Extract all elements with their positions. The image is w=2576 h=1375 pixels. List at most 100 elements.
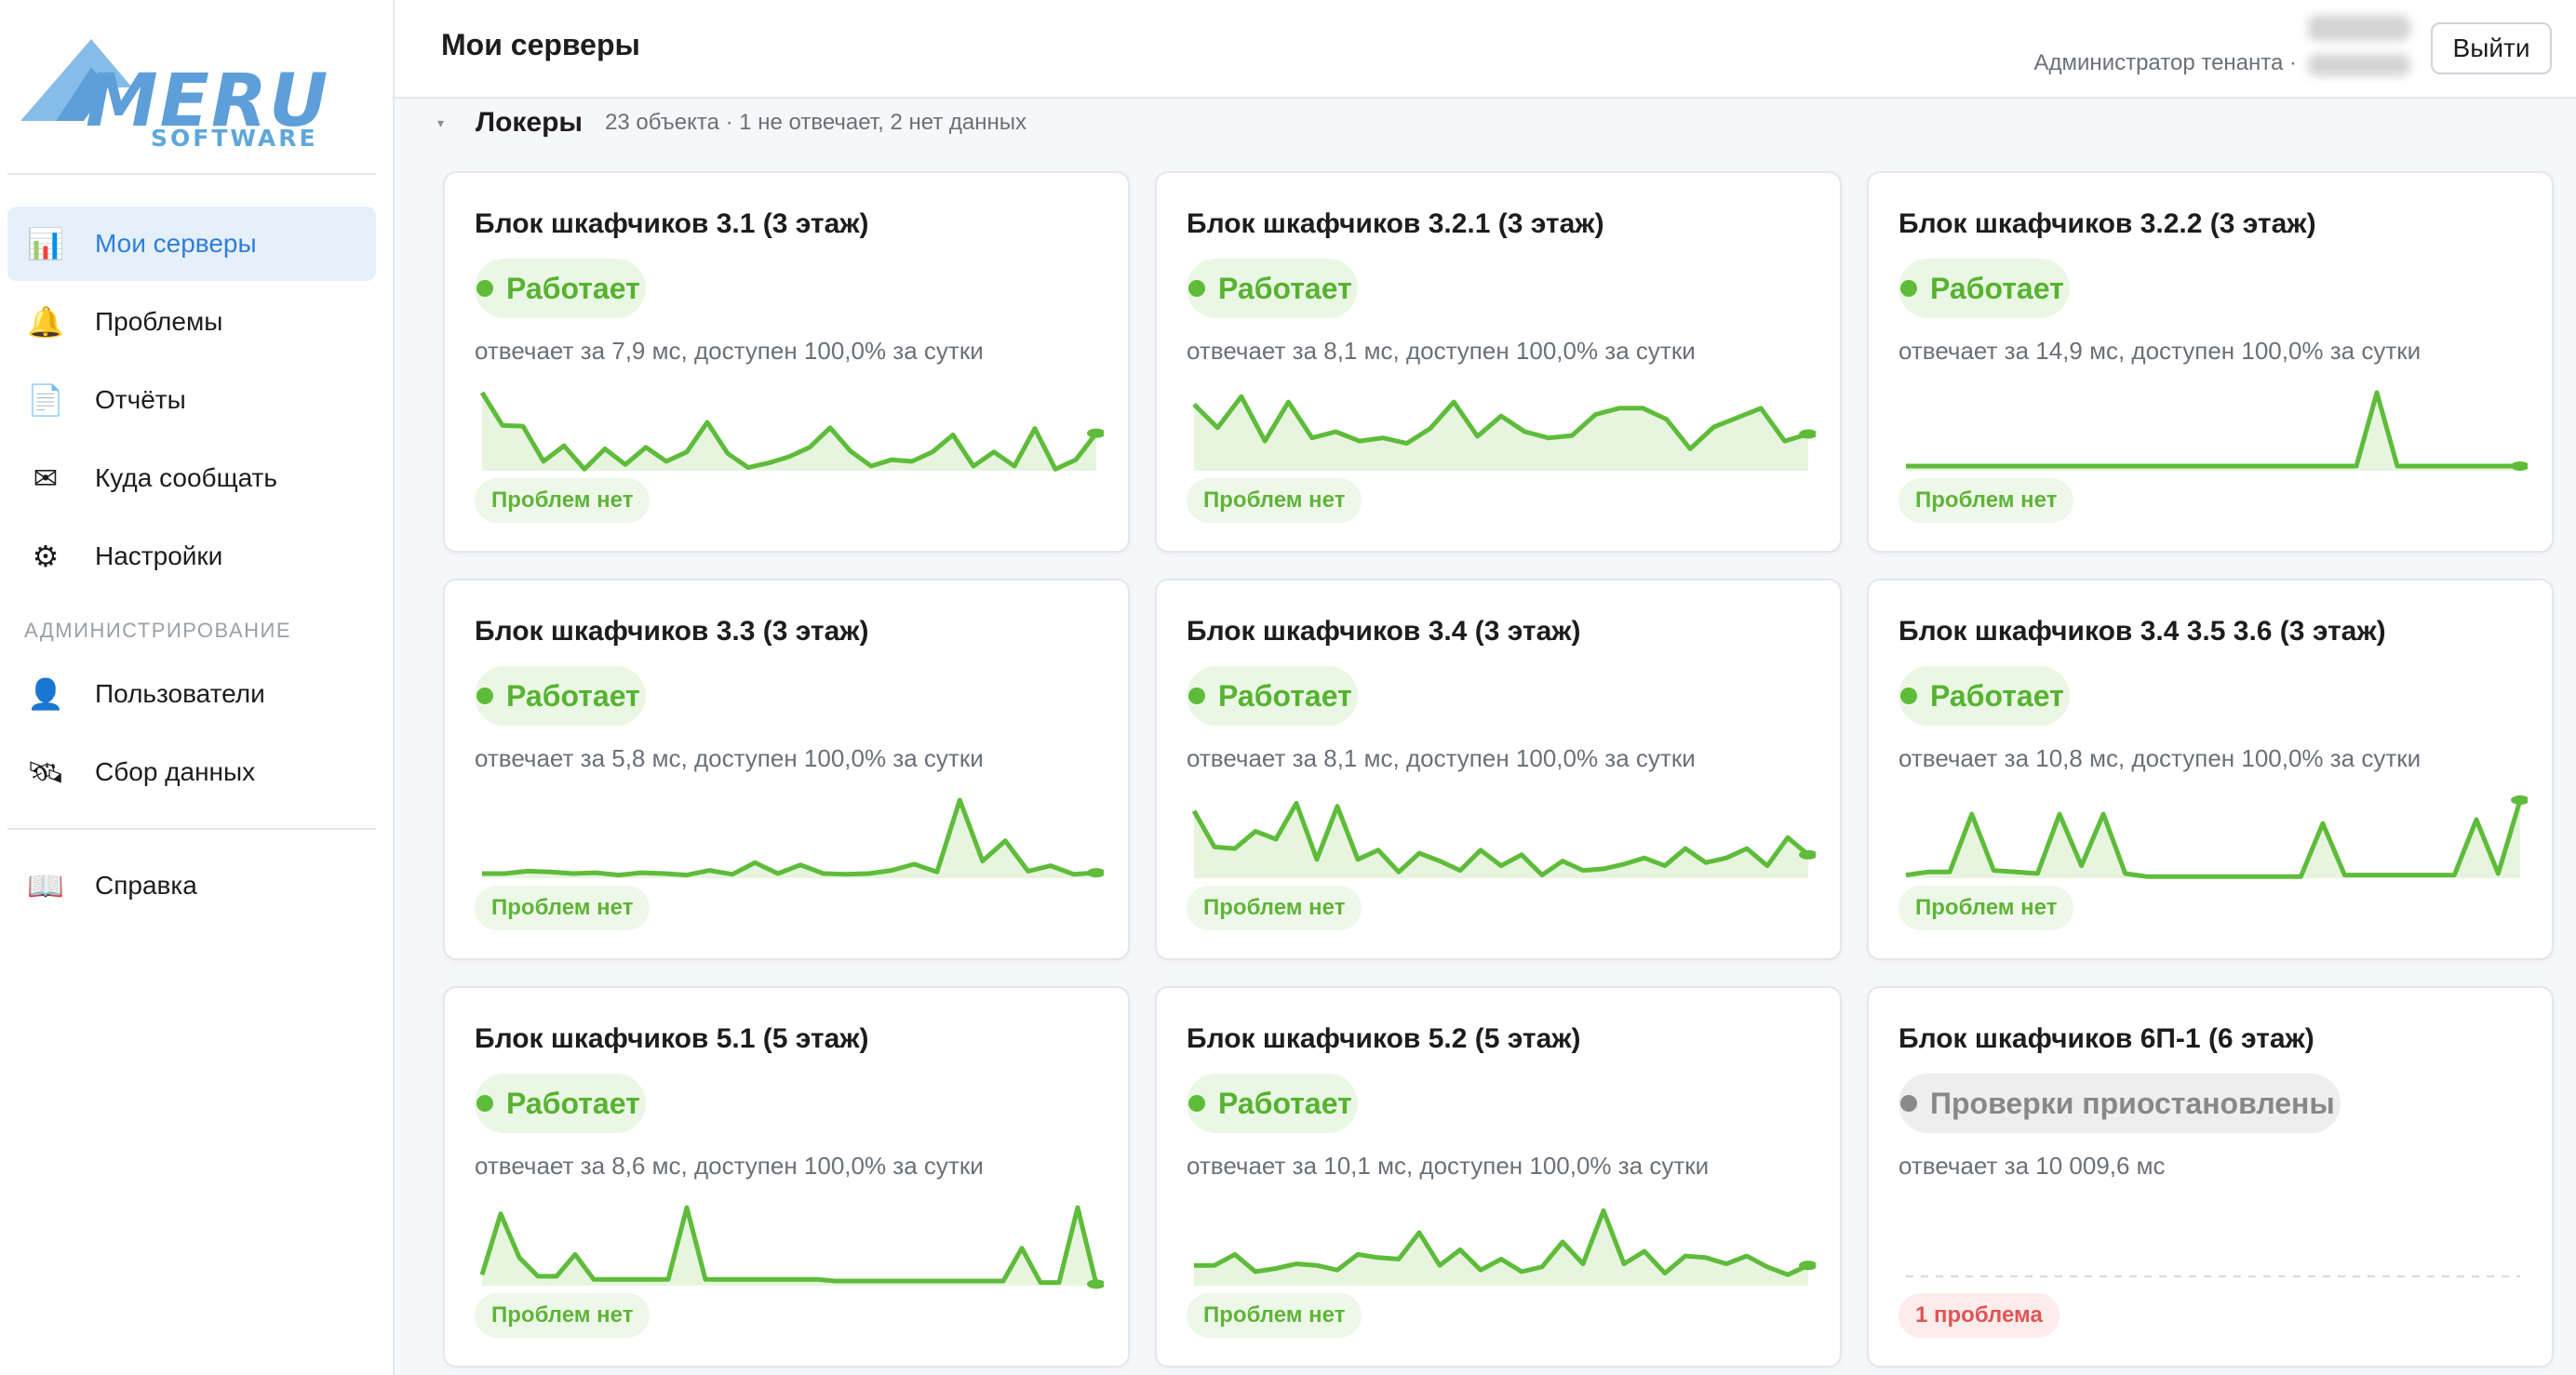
problems-badge[interactable]: Проблем нет [1187,478,1362,523]
problems-badge[interactable]: Проблем нет [475,886,651,930]
sidebar-divider [7,828,376,830]
problems-badge[interactable]: Проблем нет [475,478,651,523]
logo[interactable]: MERU SOFTWARE [19,33,328,154]
bar-chart-icon: 📊 [27,227,64,260]
status-pill: Работает [1187,259,1358,318]
status-label: Работает [1930,678,2064,713]
sparkline-line [482,797,1097,878]
server-name: Блок шкафчиков 3.1 (3 этаж) [475,208,869,239]
status-pill: Работает [1898,666,2070,726]
sidebar-item-label: Проблемы [95,307,223,336]
response-stats: отвечает за 8,6 мс, доступен 100,0% за с… [475,1152,984,1180]
server-card[interactable]: Блок шкафчиков 3.2.1 (3 этаж) Работает отв… [1155,171,1842,553]
logo-word: MERU [86,60,330,143]
sparkline-last-point [1799,1261,1816,1271]
logo-subtitle: SOFTWARE [151,125,318,152]
response-stats: отвечает за 8,1 мс, доступен 100,0% за с… [1187,744,1696,772]
problems-badge[interactable]: Проблем нет [1187,1293,1362,1338]
response-sparkline [1191,800,1816,878]
status-label: Работает [1218,1086,1352,1120]
status-label: Работает [506,271,640,305]
sidebar-item-help[interactable]: 📖 Справка [7,848,376,923]
sparkline-last-point [1087,868,1104,878]
sparkline-area [1194,803,1808,878]
server-name: Блок шкафчиков 3.2.1 (3 этаж) [1187,208,1604,239]
problems-badge[interactable]: Проблем нет [1898,478,2074,523]
status-dot-icon [476,280,493,297]
status-pill: Работает [475,1074,646,1133]
sidebar-item-label: Куда сообщать [95,463,277,492]
server-card[interactable]: Блок шкафчиков 3.1 (3 этаж) Работает отвеч… [443,171,1130,553]
response-sparkline [1906,390,2528,471]
status-label: Работает [1218,678,1352,713]
server-card[interactable]: Блок шкафчиков 3.4 3.5 3.6 (3 этаж) Работ… [1867,579,2554,960]
sparkline-last-point [1799,849,1816,860]
logout-button[interactable]: Выйти [2431,22,2552,74]
response-sparkline [479,1205,1104,1289]
server-name: Блок шкафчиков 3.3 (3 этаж) [475,616,869,647]
problems-badge[interactable]: Проблем нет [475,1293,651,1338]
group-title: Локеры [476,107,584,138]
sparkline-last-point [1087,428,1104,438]
problems-badge[interactable]: Проблем нет [1898,886,2074,930]
status-dot-icon [1188,688,1205,704]
status-dot-icon [1188,280,1205,297]
sparkline-area [1906,393,2520,471]
page-title: Мои серверы [441,28,640,61]
problems-badge[interactable]: Проблем нет [1187,886,1362,930]
status-dot-icon [1900,1095,1917,1112]
status-dot-icon [1900,280,1917,297]
response-sparkline [1906,1275,2520,1277]
sidebar-item-label: Сбор данных [95,757,256,786]
response-sparkline [1905,795,2528,879]
status-dot-icon [476,688,493,704]
sparkline-line [1906,390,2520,469]
status-label: Работает [506,678,640,713]
book-icon: 📖 [27,869,64,902]
status-pill: Работает [475,259,646,318]
sidebar-item-envelope[interactable]: ✉ Куда сообщать [7,441,376,515]
collapse-caret-icon[interactable]: ▾ [437,114,445,130]
server-card[interactable]: Блок шкафчиков 5.2 (5 этаж) Работает отвеч… [1155,986,1842,1368]
sparkline-area [482,393,1096,471]
server-card[interactable]: Блок шкафчиков 3.3 (3 этаж) Работает отвеч… [443,579,1130,960]
server-name: Блок шкафчиков 6П-1 (6 этаж) [1898,1023,2314,1054]
sidebar-item-document[interactable]: 📄 Отчёты [7,363,376,437]
user-org-redacted [2308,54,2410,76]
server-card[interactable]: Блок шкафчиков 3.4 (3 этаж) Работает отвеч… [1155,579,1842,960]
group-summary: 23 объекта · 1 не отвечает, 2 нет данных [605,110,1027,135]
gear-icon: ⚙ [32,540,60,573]
response-stats: отвечает за 14,9 мс, доступен 100,0% за … [1898,337,2422,365]
mountain-icon [20,39,132,121]
sparkline-line [1191,800,1810,878]
sidebar-item-bell[interactable]: 🔔 Проблемы [7,285,376,359]
response-stats: отвечает за 10,1 мс, доступен 100,0% за … [1187,1152,1710,1180]
server-name: Блок шкафчиков 3.4 (3 этаж) [1187,616,1581,647]
sidebar-item-satellite[interactable]: 🛰 Сбор данных [7,735,376,809]
server-card[interactable]: Блок шкафчиков 6П-1 (6 этаж) Проверки при… [1867,986,2554,1368]
sidebar: MERU SOFTWARE 📊 Мои серверы 🔔 Проблемы 📄 Отчё… [0,0,395,1375]
sparkline-line [1194,1208,1810,1277]
status-label: Работает [1930,271,2064,305]
response-sparkline [1194,1208,1816,1286]
sidebar-item-bar-chart[interactable]: 📊 Мои серверы [7,207,376,281]
response-sparkline [1192,394,1816,471]
sparkline-area [1906,800,2520,878]
sidebar-item-label: Мои серверы [95,229,257,258]
server-name: Блок шкафчиков 3.2.2 (3 этаж) [1898,208,2316,239]
server-card[interactable]: Блок шкафчиков 5.1 (5 этаж) Работает отвеч… [443,986,1130,1368]
problems-badge[interactable]: 1 проблема [1898,1293,2059,1338]
status-pill: Проверки приостановлены [1898,1074,2341,1133]
server-card[interactable]: Блок шкафчиков 3.2.2 (3 этаж) Работает отв… [1867,171,2554,553]
sidebar-item-user[interactable]: 👤 Пользователи [7,657,376,731]
sidebar-section-admin: АДМИНИСТРИРОВАНИЕ [24,619,292,642]
sidebar-item-gear[interactable]: ⚙ Настройки [7,519,376,594]
envelope-icon: ✉ [33,461,59,495]
group-header[interactable]: ▾ Локеры 23 объекта · 1 не отвечает, 2 н… [437,100,1026,145]
user-name-redacted [2308,15,2410,41]
sparkline-area [1194,1210,1808,1286]
response-sparkline [479,391,1104,472]
server-name: Блок шкафчиков 5.2 (5 этаж) [1187,1023,1581,1054]
sparkline-last-point [2511,461,2528,471]
sparkline-area [482,1208,1096,1286]
